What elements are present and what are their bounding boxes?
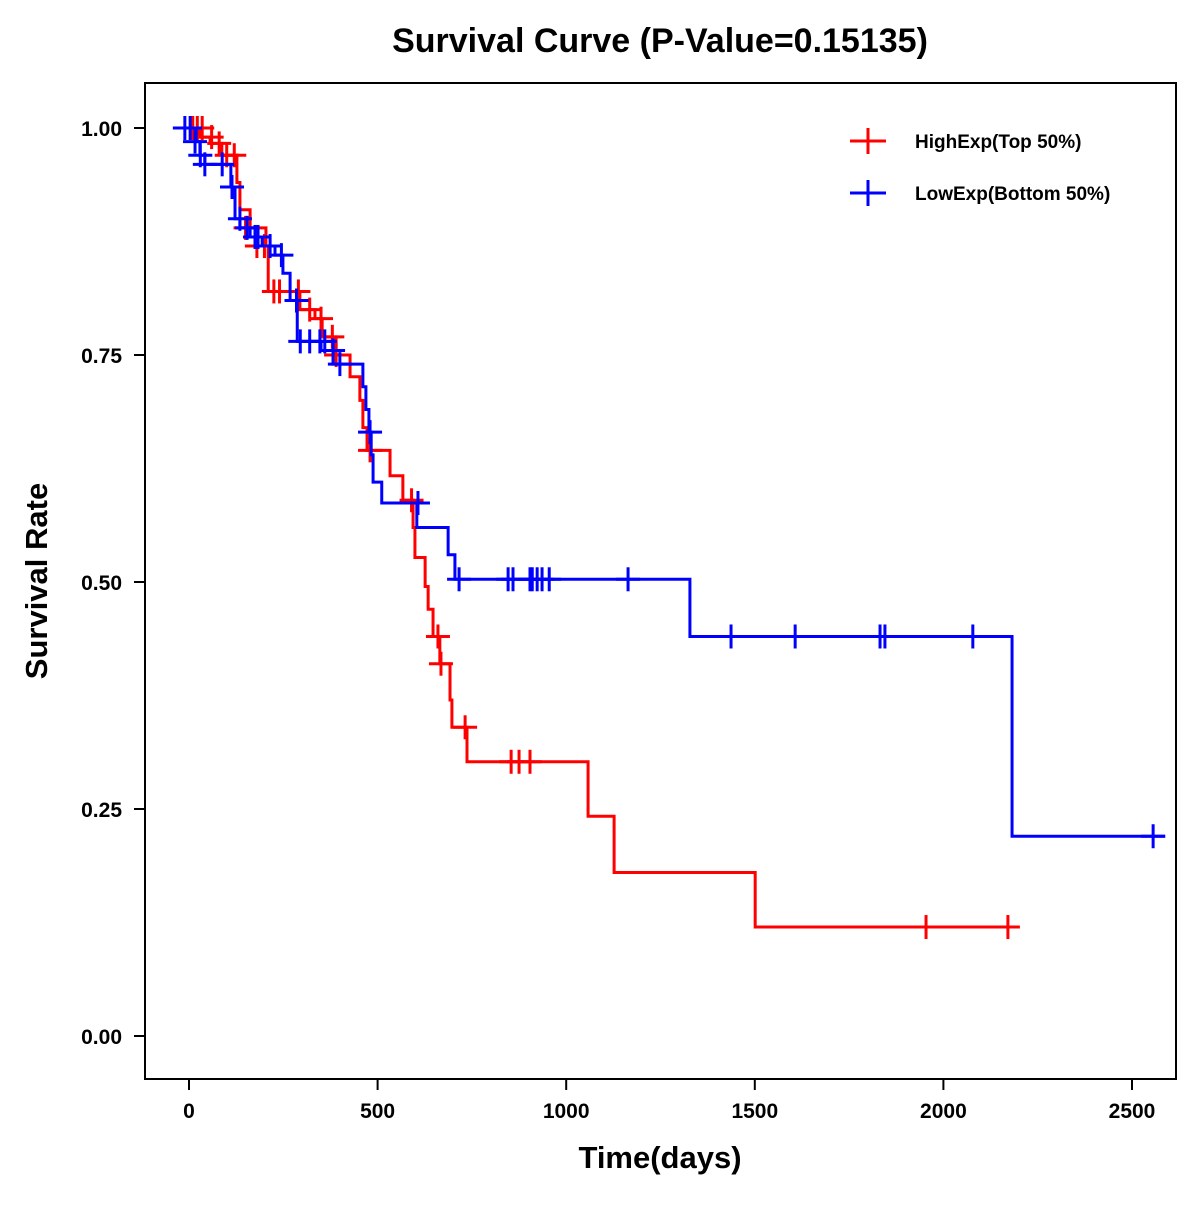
censor-mark (358, 420, 383, 445)
censor-mark (719, 624, 744, 649)
legend-item: HighExp(Top 50%) (850, 128, 1081, 154)
censor-mark (309, 306, 334, 331)
censor-mark (405, 491, 430, 516)
censor-mark (178, 116, 203, 140)
censor-mark (246, 224, 271, 249)
censor-mark (960, 624, 985, 649)
x-tick-label: 1500 (731, 1100, 778, 1123)
censor-mark (537, 567, 562, 592)
censor-mark (453, 715, 478, 740)
legend: HighExp(Top 50%) LowExp(Bottom 50%) (850, 128, 1110, 206)
legend-cross-icon (850, 180, 886, 206)
legend-label: LowExp(Bottom 50%) (915, 184, 1110, 205)
y-axis: 0.00 0.25 0.50 0.75 1.00 (81, 118, 144, 1049)
x-axis: 0 500 1000 1500 2000 2500 (183, 1080, 1155, 1123)
censor-mark (284, 288, 309, 313)
censor-mark (1141, 824, 1166, 849)
series-layer (172, 116, 1166, 940)
x-tick-label: 2500 (1109, 1100, 1156, 1123)
legend-item: LowExp(Bottom 50%) (850, 180, 1110, 206)
y-tick-label: 0.75 (81, 345, 122, 368)
censor-mark (517, 749, 542, 774)
survival-step-line (189, 126, 1019, 929)
censor-mark (222, 143, 247, 168)
censor-mark (210, 152, 235, 177)
censor-mark (447, 567, 472, 592)
x-tick-label: 500 (360, 1100, 395, 1123)
y-tick-label: 1.00 (81, 118, 122, 141)
y-tick-label: 0.25 (81, 799, 122, 822)
censor-mark (995, 915, 1020, 940)
x-tick-label: 1000 (543, 1100, 590, 1123)
chart-title: Survival Curve (P-Value=0.15135) (392, 22, 928, 60)
legend-label: HighExp(Top 50%) (915, 132, 1081, 153)
censor-mark (269, 243, 294, 268)
censor-mark (914, 915, 939, 940)
censor-mark (428, 651, 453, 676)
y-tick-label: 0.00 (81, 1026, 122, 1049)
x-tick-label: 2000 (920, 1100, 967, 1123)
censor-mark (425, 624, 450, 649)
censor-mark (399, 488, 424, 513)
plot-area-border (144, 82, 1177, 1080)
y-tick-label: 0.50 (81, 572, 122, 595)
censor-mark (220, 175, 245, 200)
censor-mark (327, 352, 352, 377)
censor-mark (872, 624, 897, 649)
y-axis-label: Survival Rate (19, 483, 54, 679)
censor-mark (321, 338, 346, 363)
x-tick-label: 0 (183, 1100, 195, 1123)
censor-mark (783, 624, 808, 649)
legend-cross-icon (850, 128, 886, 154)
censor-mark (183, 129, 208, 154)
series-low-exp (172, 116, 1166, 849)
x-axis-label: Time(days) (578, 1140, 741, 1175)
censor-mark (616, 567, 641, 592)
